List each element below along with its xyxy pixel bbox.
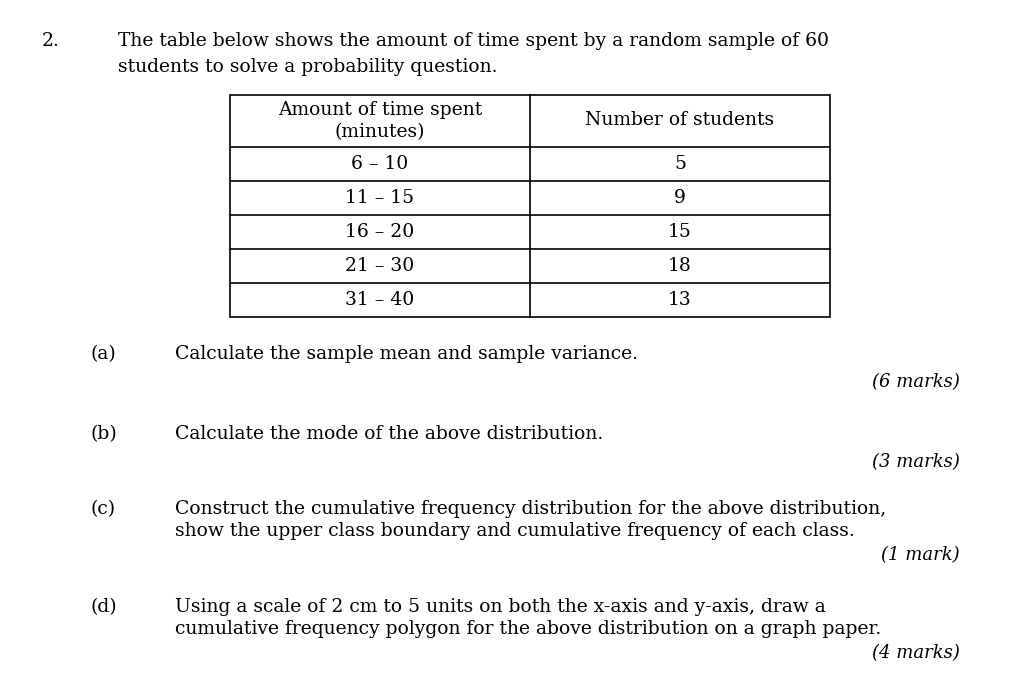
Text: (4 marks): (4 marks) bbox=[872, 644, 961, 662]
Text: 6 – 10: 6 – 10 bbox=[351, 155, 409, 173]
Text: 18: 18 bbox=[668, 257, 692, 275]
Text: cumulative frequency polygon for the above distribution on a graph paper.: cumulative frequency polygon for the abo… bbox=[175, 620, 882, 638]
Text: (b): (b) bbox=[90, 425, 117, 443]
Text: 13: 13 bbox=[668, 291, 692, 309]
Text: Amount of time spent: Amount of time spent bbox=[278, 101, 482, 119]
Text: students to solve a probability question.: students to solve a probability question… bbox=[118, 58, 498, 76]
Text: (minutes): (minutes) bbox=[335, 123, 425, 141]
Text: (d): (d) bbox=[90, 598, 117, 616]
Text: Calculate the sample mean and sample variance.: Calculate the sample mean and sample var… bbox=[175, 345, 638, 363]
Text: Calculate the mode of the above distribution.: Calculate the mode of the above distribu… bbox=[175, 425, 603, 443]
Text: (a): (a) bbox=[90, 345, 116, 363]
Text: Construct the cumulative frequency distribution for the above distribution,: Construct the cumulative frequency distr… bbox=[175, 500, 886, 518]
Text: 5: 5 bbox=[674, 155, 686, 173]
Text: 31 – 40: 31 – 40 bbox=[345, 291, 415, 309]
Text: (6 marks): (6 marks) bbox=[872, 373, 961, 391]
Text: 11 – 15: 11 – 15 bbox=[345, 189, 415, 207]
Text: Using a scale of 2 cm to 5 units on both the x-axis and y-axis, draw a: Using a scale of 2 cm to 5 units on both… bbox=[175, 598, 825, 616]
Text: show the upper class boundary and cumulative frequency of each class.: show the upper class boundary and cumula… bbox=[175, 522, 855, 540]
Text: Number of students: Number of students bbox=[586, 111, 774, 129]
Text: (c): (c) bbox=[90, 500, 115, 518]
Text: 2.: 2. bbox=[42, 32, 59, 50]
Text: 21 – 30: 21 – 30 bbox=[345, 257, 415, 275]
Text: 16 – 20: 16 – 20 bbox=[345, 223, 415, 241]
Text: 15: 15 bbox=[668, 223, 692, 241]
Text: (3 marks): (3 marks) bbox=[872, 453, 961, 471]
Bar bbox=[230, 95, 830, 317]
Text: 9: 9 bbox=[674, 189, 686, 207]
Text: The table below shows the amount of time spent by a random sample of 60: The table below shows the amount of time… bbox=[118, 32, 829, 50]
Text: (1 mark): (1 mark) bbox=[882, 546, 961, 564]
